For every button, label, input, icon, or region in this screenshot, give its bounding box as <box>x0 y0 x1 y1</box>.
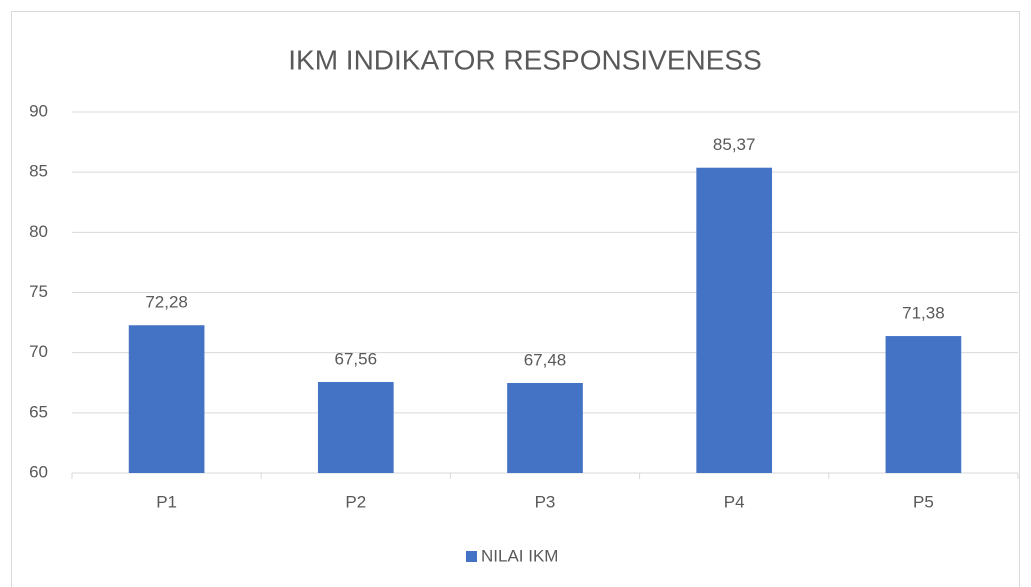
data-label: 67,48 <box>524 350 567 369</box>
y-tick-label: 80 <box>29 222 48 241</box>
y-tick-label: 70 <box>29 342 48 361</box>
data-label: 85,37 <box>713 135 756 154</box>
y-tick-label: 85 <box>29 162 48 181</box>
bar <box>507 382 583 473</box>
y-tick-label: 90 <box>29 101 48 120</box>
data-label: 67,56 <box>335 350 378 369</box>
bar <box>317 382 394 473</box>
bar <box>128 325 205 473</box>
x-tick-label: P1 <box>156 492 177 511</box>
x-tick-label: P4 <box>724 492 745 511</box>
bar <box>885 336 962 473</box>
legend-swatch <box>466 551 477 562</box>
data-label: 71,38 <box>902 304 945 323</box>
data-label: 72,28 <box>145 293 188 312</box>
y-tick-label: 65 <box>29 402 48 421</box>
bar <box>696 167 773 473</box>
legend-label: NILAI IKM <box>481 546 558 565</box>
y-tick-label: 60 <box>29 462 48 481</box>
x-tick-label: P3 <box>535 492 556 511</box>
y-tick-label: 75 <box>29 282 48 301</box>
x-tick-label: P5 <box>913 492 934 511</box>
x-tick-label: P2 <box>345 492 366 511</box>
chart-title: IKM INDIKATOR RESPONSIVENESS <box>288 44 762 75</box>
chart-border <box>11 11 1020 587</box>
